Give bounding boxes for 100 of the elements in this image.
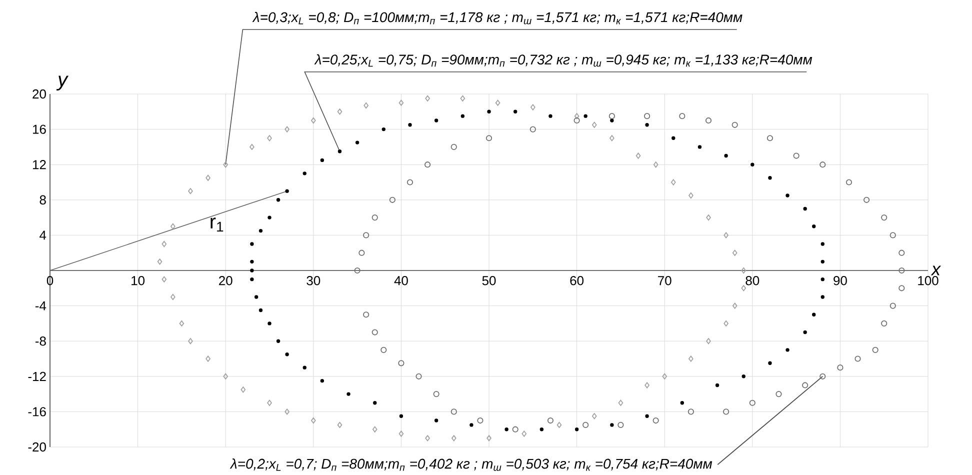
point [786,348,790,352]
point [254,295,258,299]
point [223,373,228,380]
point [382,127,386,132]
point [162,240,167,248]
point [644,113,650,120]
point [898,267,905,274]
point [337,108,342,115]
text: λ=0,25;x$_{L}$ =0,75; D$_{п}$ =90мм;m$_{п}$ =0,732 кг ; m$_{ш}$ =0,945 кг; m$_{к}$ =1,133 кг;R=40мм [314,54,812,67]
point [363,232,370,238]
point [406,179,414,186]
point [662,373,668,380]
point [504,428,508,432]
point [652,417,659,424]
x-tick-label: 100 [918,276,938,286]
annotation: r$_{1}$ [210,218,224,232]
point [582,422,589,428]
point [354,267,360,274]
x-tick-label: 70 [658,276,672,286]
point [487,110,491,114]
point [284,126,290,132]
point [898,250,905,256]
point [373,401,377,405]
point [380,346,387,353]
x-tick-label: 40 [394,276,408,286]
point [162,276,167,282]
point [803,330,807,334]
y-tick-label: -12 [28,372,46,381]
point [267,135,272,142]
point [890,302,896,309]
text: λ=0,3;x$_{L}$ =0,8; D$_{п}$ =100мм;m$_{п}$ =1,178 кг ; m$_{ш}$ =1,571 кг; m$_{к}$ =1,571 кг;R=40мм [252,12,742,24]
point [724,154,728,158]
point [706,214,711,221]
point [636,152,641,159]
point [486,135,492,142]
point [547,417,554,424]
point [706,338,711,344]
point [724,232,728,238]
point [820,162,826,168]
point [398,100,404,106]
point [355,140,360,144]
x-tick-label: 20 [219,276,232,286]
y-tick-label: -8 [35,336,46,346]
point [863,196,870,203]
x-tick-label: 90 [834,276,847,286]
point [723,408,730,415]
y-tick-label: -16 [28,407,46,416]
point [285,189,289,193]
point [688,408,694,415]
point [250,260,254,264]
point [372,426,378,432]
point [732,302,738,309]
point [424,162,431,168]
point [610,135,614,142]
point [250,144,254,150]
point [890,232,896,238]
point [741,285,746,292]
point [610,118,614,122]
point [434,118,438,122]
point [425,435,430,442]
x-tick-label: 30 [306,276,320,286]
point [311,117,316,124]
point [670,179,676,186]
y-tick-label: -20 [28,442,46,452]
point [881,320,888,326]
point [715,383,720,388]
point [881,214,888,221]
y-axis-title: y [56,76,69,90]
point [820,277,824,282]
point [206,174,210,181]
point [285,352,289,356]
x-tick-label: 10 [132,276,145,286]
point [399,414,404,418]
point [898,285,905,292]
point [776,391,782,398]
point [495,100,500,106]
point [872,346,878,353]
point [337,422,342,428]
point [170,294,176,300]
y-tick-label: -4 [35,301,46,310]
point [460,95,466,102]
point [267,400,272,406]
point [460,114,465,118]
point [206,356,210,362]
point [574,113,580,120]
point [398,360,404,366]
point [170,223,176,230]
point [645,123,649,127]
point [389,196,396,203]
point [749,400,756,406]
point [258,308,263,312]
point [610,423,614,427]
point [268,322,272,326]
point [766,135,774,142]
point [416,373,422,380]
point [592,122,597,128]
point [223,162,228,168]
point [364,102,368,109]
point [680,401,684,405]
point [188,338,193,344]
